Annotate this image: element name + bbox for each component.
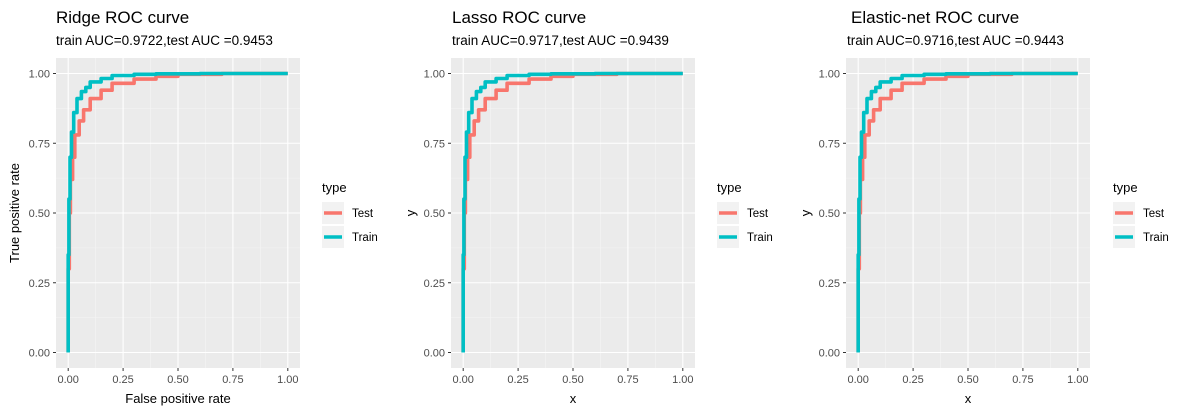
roc-panel-3: Elastic-net ROC curve train AUC=0.9716,te… — [798, 8, 1169, 406]
chart-title: Lasso ROC curve — [452, 8, 586, 27]
y-tick-label: 0.00 — [819, 348, 840, 360]
legend-label-test: Test — [1143, 208, 1165, 220]
x-tick-label: 0.00 — [847, 374, 868, 386]
y-tick-label: 0.75 — [819, 138, 840, 150]
y-tick-label: 0.75 — [424, 138, 445, 150]
series-line-train — [856, 71, 1078, 353]
legend: type Test Train — [717, 180, 773, 248]
x-tick-label: 0.75 — [1012, 374, 1033, 386]
chart-subtitle: train AUC=0.9717,test AUC =0.9439 — [452, 33, 669, 48]
x-tick-label: 0.75 — [617, 374, 638, 386]
x-tick-label: 0.25 — [112, 374, 133, 386]
x-tick-label: 0.50 — [167, 374, 188, 386]
y-tick-label: 0.00 — [424, 348, 445, 360]
x-axis-label: False positive rate — [125, 391, 231, 406]
x-tick-label: 0.00 — [452, 374, 473, 386]
y-tick-label: 0.75 — [29, 138, 50, 150]
legend-label-test: Test — [352, 208, 374, 220]
y-tick-label: 1.00 — [29, 69, 50, 81]
x-tick-label: 1.00 — [277, 374, 298, 386]
y-axis-label: y — [798, 209, 813, 216]
y-tick-label: 0.25 — [819, 278, 840, 290]
y-tick-label: 0.25 — [424, 278, 445, 290]
y-tick-label: 0.50 — [424, 208, 445, 220]
legend-label-train: Train — [352, 232, 378, 244]
x-tick-label: 0.50 — [957, 374, 978, 386]
x-axis-label: x — [965, 391, 972, 406]
x-tick-label: 1.00 — [672, 374, 693, 386]
legend-label-train: Train — [747, 232, 773, 244]
legend: type Test Train — [1113, 180, 1169, 248]
legend-title: type — [322, 180, 347, 195]
x-tick-label: 0.25 — [507, 374, 528, 386]
y-tick-label: 1.00 — [819, 69, 840, 81]
y-tick-label: 0.00 — [29, 348, 50, 360]
y-axis-label: y — [403, 209, 418, 216]
series-line-train — [461, 71, 683, 353]
chart-subtitle: train AUC=0.9716,test AUC =0.9443 — [847, 33, 1064, 48]
roc-panel-1: Ridge ROC curve train AUC=0.9722,test AUC… — [7, 8, 378, 406]
chart-title: Ridge ROC curve — [56, 8, 189, 27]
legend-title: type — [717, 180, 742, 195]
y-tick-label: 1.00 — [424, 69, 445, 81]
x-tick-label: 0.00 — [57, 374, 78, 386]
legend: type Test Train — [322, 180, 378, 248]
legend-label-test: Test — [747, 208, 769, 220]
legend-title: type — [1113, 180, 1138, 195]
y-axis-label: True positive rate — [7, 163, 22, 263]
y-tick-label: 0.50 — [819, 208, 840, 220]
roc-panel-2: Lasso ROC curve train AUC=0.9717,test AUC… — [403, 8, 773, 406]
x-tick-label: 0.75 — [222, 374, 243, 386]
x-axis-label: x — [570, 391, 577, 406]
y-tick-label: 0.25 — [29, 278, 50, 290]
legend-label-train: Train — [1143, 232, 1169, 244]
x-tick-label: 1.00 — [1067, 374, 1088, 386]
x-tick-label: 0.25 — [902, 374, 923, 386]
y-tick-label: 0.50 — [29, 208, 50, 220]
chart-title: Elastic-net ROC curve — [851, 8, 1019, 27]
series-line-train — [66, 71, 288, 353]
x-tick-label: 0.50 — [562, 374, 583, 386]
chart-subtitle: train AUC=0.9722,test AUC =0.9453 — [56, 33, 273, 48]
